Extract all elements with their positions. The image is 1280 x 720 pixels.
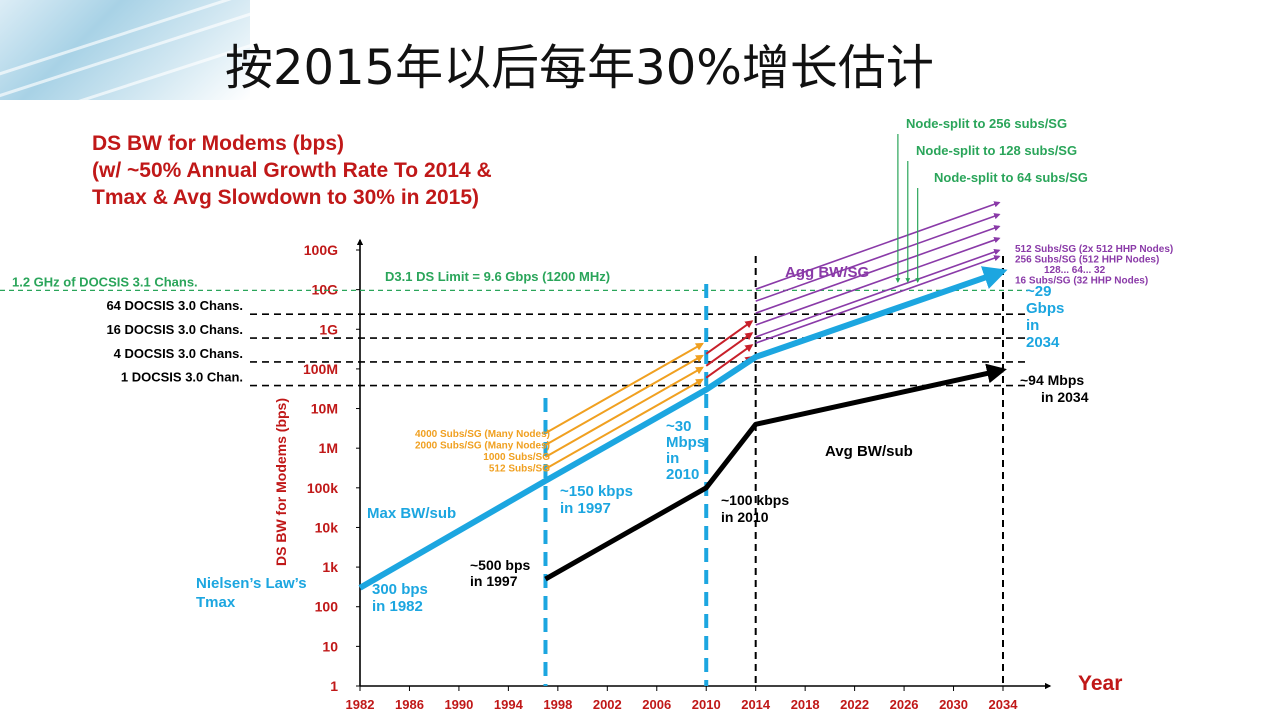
agg-arrow-purple	[755, 255, 1001, 344]
x-tick-label: 2010	[692, 697, 721, 712]
label-100kbps-1: ~100 kbps	[721, 492, 789, 508]
y-tick-label: 1M	[319, 440, 338, 456]
agg-arrow-red	[705, 332, 754, 367]
y-tick-label: 10	[322, 638, 338, 654]
node-split-label: Node-split to 128 subs/SG	[916, 143, 1077, 158]
x-tick-label: 2034	[989, 697, 1019, 712]
agg-arrow-orange	[544, 378, 704, 470]
label-500bps-1: ~500 bps	[470, 557, 531, 573]
x-tick-label: 1998	[543, 697, 572, 712]
agg-bw-label: Agg BW/SG	[785, 264, 869, 281]
agg-orange-label: 512 Subs/SG	[489, 464, 550, 475]
capacity-label: 1 DOCSIS 3.0 Chan.	[121, 370, 243, 385]
label-29gbps-2: Gbps	[1026, 300, 1064, 317]
label-29gbps-1: ~29	[1026, 283, 1051, 300]
y-axis-label: DS BW for Modems (bps)	[273, 398, 289, 566]
agg-arrow-purple	[755, 201, 1001, 290]
label-150kbps-2: in 1997	[560, 500, 611, 517]
x-tick-label: 2030	[939, 697, 968, 712]
chart-title-line-1: DS BW for Modems (bps)	[92, 132, 344, 155]
chart-title: DS BW for Modems (bps) (w/ ~50% Annual G…	[92, 130, 492, 211]
label-94mbps-1: ~94 Mbps	[1020, 372, 1084, 388]
capacity-label: 1.2 GHz of DOCSIS 3.1 Chans.	[12, 274, 198, 289]
y-tick-label: 100	[315, 599, 339, 615]
y-tick-label: 100k	[307, 480, 338, 496]
node-split-label: Node-split to 64 subs/SG	[934, 170, 1088, 185]
agg-arrow-purple	[755, 213, 1001, 302]
agg-arrow-orange	[544, 342, 704, 434]
d31-limit-label: D3.1 DS Limit = 9.6 Gbps (1200 MHz)	[385, 269, 610, 284]
agg-purple-label: 512 Subs/SG (2x 512 HHP Nodes)	[1015, 244, 1173, 255]
agg-orange-label: 2000 Subs/SG (Many Nodes)	[415, 441, 550, 452]
x-tick-label: 2006	[642, 697, 671, 712]
corner-decoration	[0, 0, 250, 100]
agg-arrow-red	[705, 320, 754, 355]
x-tick-label: 1994	[494, 697, 524, 712]
label-30mbps-4: 2010	[666, 466, 699, 483]
label-500bps-2: in 1997	[470, 573, 518, 589]
y-tick-label: 100G	[304, 242, 338, 258]
label-29gbps-4: 2034	[1026, 334, 1060, 351]
y-tick-label: 1G	[319, 321, 338, 337]
x-tick-label: 2018	[791, 697, 820, 712]
label-94mbps-2: in 2034	[1041, 389, 1089, 405]
label-30mbps-2: Mbps	[666, 434, 705, 451]
agg-arrow-orange	[544, 354, 704, 446]
capacity-label: 16 DOCSIS 3.0 Chans.	[106, 322, 243, 337]
y-tick-label: 1	[330, 678, 338, 694]
agg-arrow-purple	[755, 225, 1001, 314]
label-29gbps-3: in	[1026, 317, 1039, 334]
label-100kbps-2: in 2010	[721, 509, 769, 525]
x-axis-label: Year	[1078, 672, 1122, 695]
x-tick-label: 2026	[890, 697, 919, 712]
max-bw-label: Max BW/sub	[367, 505, 456, 522]
label-30mbps-3: in	[666, 450, 679, 467]
label-30mbps-1: ~30	[666, 418, 691, 435]
label-300bps-2: in 1982	[372, 598, 423, 615]
nielsen-label-2: Tmax	[196, 594, 236, 611]
label-150kbps-1: ~150 kbps	[560, 483, 633, 500]
x-tick-label: 2022	[840, 697, 869, 712]
y-tick-label: 100M	[303, 361, 338, 377]
avg-bw-label: Avg BW/sub	[825, 443, 913, 460]
agg-orange-label: 4000 Subs/SG (Many Nodes)	[415, 429, 550, 440]
slide-title: 按2015年以后每年30%增长估计	[225, 40, 934, 96]
agg-arrow-purple	[755, 248, 1001, 338]
agg-purple-label: 128... 64... 32	[1044, 265, 1106, 276]
chart-title-line-3: Tmax & Avg Slowdown to 30% in 2015)	[92, 186, 480, 209]
x-tick-label: 1986	[395, 697, 424, 712]
y-tick-label: 10G	[312, 282, 339, 298]
agg-purple-label: 256 Subs/SG (512 HHP Nodes)	[1015, 255, 1159, 266]
x-tick-label: 2002	[593, 697, 622, 712]
series-avg-bw-line	[544, 363, 1007, 582]
agg-arrow-red	[705, 344, 754, 379]
agg-arrow-purple	[755, 237, 1001, 326]
y-tick-label: 10k	[315, 519, 339, 535]
x-tick-label: 1982	[346, 697, 375, 712]
agg-arrow-orange	[544, 366, 704, 458]
agg-purple-label: 16 Subs/SG (32 HHP Nodes)	[1015, 276, 1148, 287]
x-tick-label: 1990	[444, 697, 473, 712]
agg-orange-label: 1000 Subs/SG	[483, 452, 550, 463]
node-split-label: Node-split to 256 subs/SG	[906, 116, 1067, 131]
y-tick-label: 1k	[322, 559, 338, 575]
chart-title-line-2: (w/ ~50% Annual Growth Rate To 2014 &	[92, 159, 492, 182]
y-tick-label: 10M	[311, 401, 338, 417]
capacity-label: 64 DOCSIS 3.0 Chans.	[106, 298, 243, 313]
capacity-label: 4 DOCSIS 3.0 Chans.	[114, 346, 243, 361]
nielsen-label-1: Nielsen’s Law’s	[196, 575, 307, 592]
label-300bps-1: 300 bps	[372, 581, 428, 598]
series-max-bw-line	[358, 266, 1008, 591]
x-tick-label: 2014	[741, 697, 771, 712]
